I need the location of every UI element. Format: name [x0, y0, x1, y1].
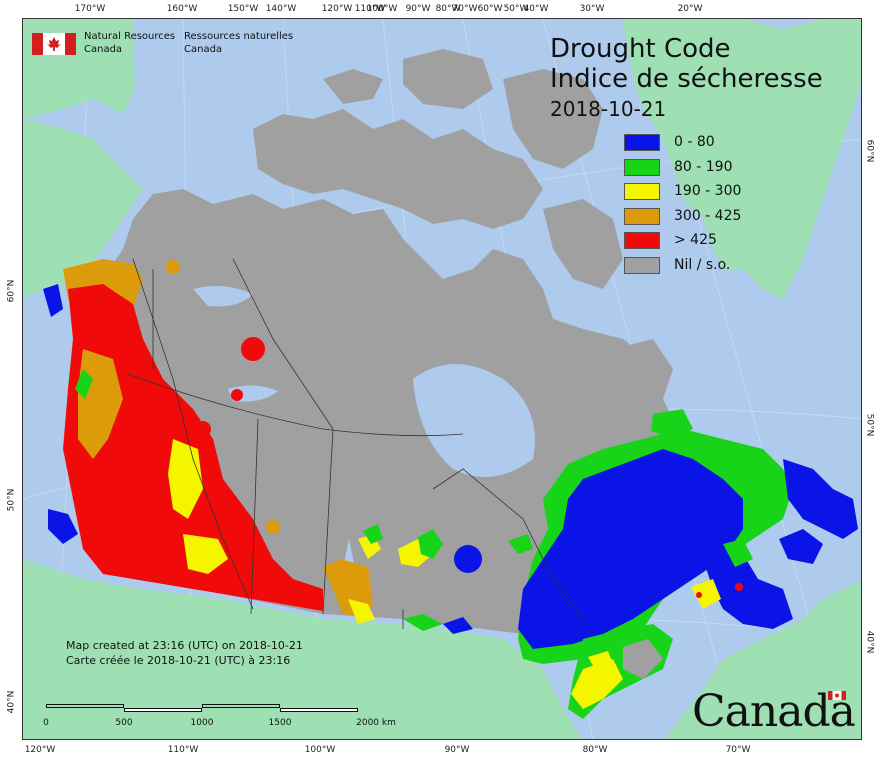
legend-swatch — [624, 183, 660, 200]
lon-tick-top: 70°W — [452, 4, 478, 14]
lon-tick-top: 80°W — [435, 4, 461, 14]
boundaries — [127, 258, 584, 629]
lon-tick-top: 90°W — [405, 4, 431, 14]
west-drought — [43, 259, 533, 634]
lat-tick-right: 50°N — [864, 413, 875, 437]
legend-label: Nil / s.o. — [674, 256, 731, 273]
legend-label: 300 - 425 — [674, 207, 742, 224]
scale-label: 500 — [115, 718, 133, 728]
map-credits: Map created at 23:16 (UTC) on 2018-10-21… — [66, 638, 303, 668]
agency-french-line1: Ressources naturelles — [184, 31, 294, 42]
scale-segment — [46, 704, 124, 708]
scale-label: 1000 — [190, 718, 214, 728]
canada-wordmark: Canada — [692, 690, 856, 734]
canada-flag-icon — [32, 33, 76, 55]
scale-segment — [280, 708, 358, 712]
legend-swatch — [624, 134, 660, 151]
lat-tick-right: 60°N — [864, 139, 875, 163]
legend-label: 80 - 190 — [674, 158, 733, 175]
lon-tick-top: 40°W — [523, 4, 549, 14]
legend-swatch — [624, 158, 660, 176]
lon-tick-top: 30°W — [579, 4, 605, 14]
legend-swatch — [624, 256, 660, 274]
lon-tick-top: 50°W — [503, 4, 529, 14]
other-land — [23, 19, 861, 739]
lon-tick-top: 160°W — [166, 4, 198, 14]
title-french: Indice de sécheresse — [550, 64, 823, 94]
lon-tick-top: 100°W — [366, 4, 398, 14]
legend-swatch — [624, 232, 660, 249]
lon-tick-top: 140°W — [265, 4, 297, 14]
credits-english: Map created at 23:16 (UTC) on 2018-10-21 — [66, 639, 303, 652]
legend-label: 190 - 300 — [674, 183, 742, 199]
lat-tick-left: 40°N — [6, 690, 17, 714]
map-title: Drought Code Indice de sécheresse 2018-1… — [550, 34, 823, 122]
lon-tick-top: 150°W — [227, 4, 259, 14]
scale-label: 1500 — [268, 718, 292, 728]
title-date: 2018-10-21 — [550, 97, 667, 121]
lat-tick-right: 40°N — [864, 630, 875, 654]
legend-label: 0 - 80 — [674, 134, 715, 150]
scale-segment — [202, 704, 280, 708]
agency-french: Ressources naturelles Canada — [184, 30, 293, 56]
lon-tick-top: 120°W — [321, 4, 353, 14]
lon-tick-bottom: 70°W — [725, 745, 751, 755]
scale-label: 0 — [43, 718, 49, 728]
lon-tick-top: 170°W — [74, 4, 106, 14]
lon-tick-top: 60°W — [477, 4, 503, 14]
lat-tick-left: 50°N — [6, 488, 17, 512]
legend-swatch — [624, 207, 660, 225]
agency-french-line2: Canada — [184, 44, 223, 55]
lon-tick-top: 110°W — [354, 4, 386, 14]
scale-segment — [124, 708, 202, 712]
title-english: Drought Code — [550, 34, 731, 64]
lon-tick-bottom: 90°W — [444, 745, 470, 755]
lon-tick-bottom: 120°W — [24, 745, 56, 755]
agency-english-line1: Natural Resources — [84, 31, 176, 42]
scale-bar: 0 500 1000 1500 2000 km — [43, 704, 396, 730]
credits-french: Carte créée le 2018-10-21 (UTC) à 23:16 — [66, 654, 291, 667]
lat-tick-left: 60°N — [6, 279, 17, 303]
lon-tick-bottom: 80°W — [582, 745, 608, 755]
agency-english: Natural Resources Canada — [84, 30, 175, 56]
lon-tick-top: 20°W — [677, 4, 703, 14]
legend-label: > 425 — [674, 232, 717, 248]
drought-map — [22, 18, 862, 740]
map-canvas — [23, 19, 861, 739]
scale-label: 2000 km — [356, 718, 396, 728]
agency-english-line2: Canada — [84, 44, 123, 55]
lon-tick-bottom: 110°W — [167, 745, 199, 755]
lon-tick-bottom: 100°W — [304, 745, 336, 755]
wordmark-flag-icon — [828, 691, 846, 700]
east-drought — [518, 409, 858, 719]
